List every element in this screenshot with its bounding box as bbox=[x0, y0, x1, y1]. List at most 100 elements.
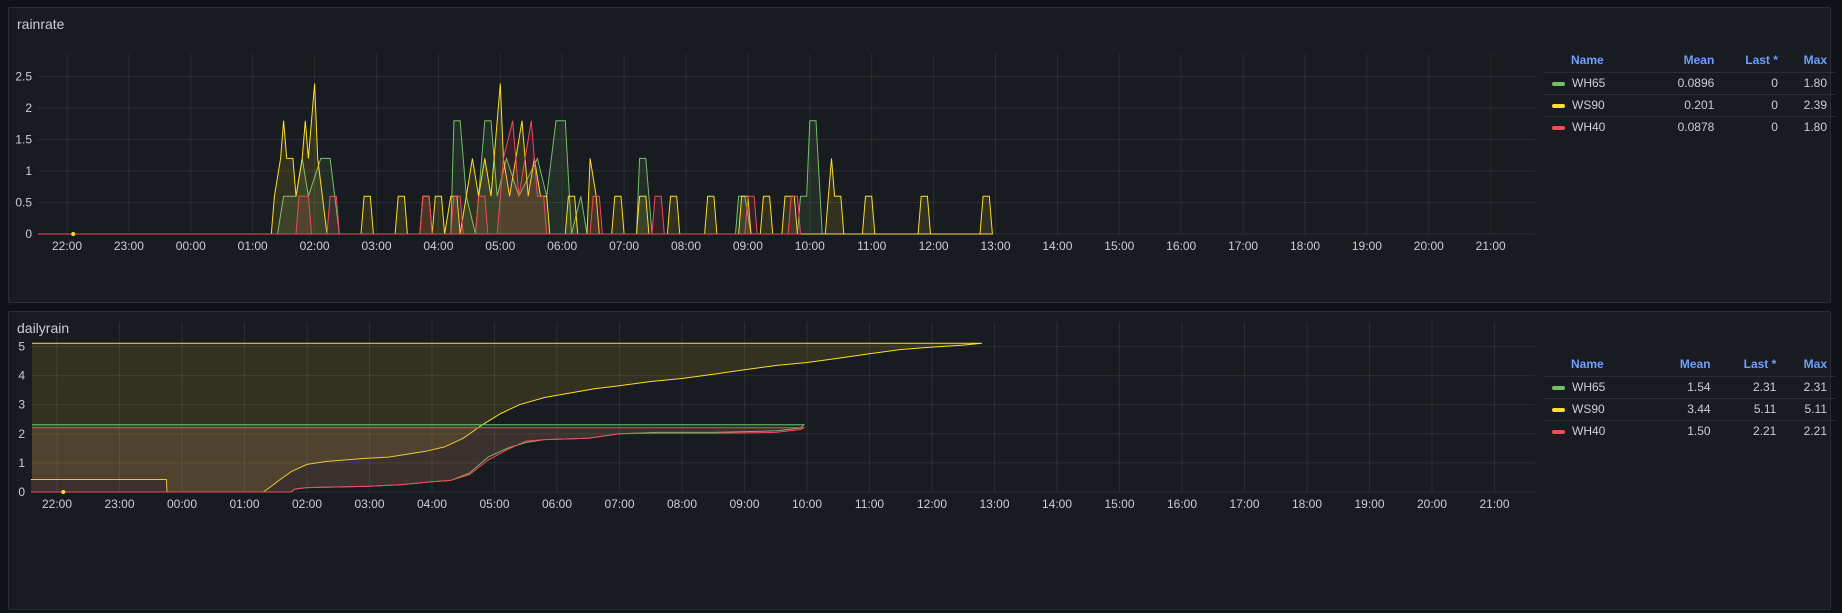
panel-title[interactable]: dailyrain bbox=[17, 320, 70, 336]
x-tick-label: 01:00 bbox=[238, 239, 268, 253]
legend-header-max[interactable]: Max bbox=[1803, 53, 1827, 67]
legend-row-wh65[interactable]: WH65 1.54 2.31 2.31 bbox=[1544, 376, 1835, 399]
legend-max: 2.39 bbox=[1785, 94, 1835, 117]
y-tick-label: 0 bbox=[18, 485, 25, 499]
series-area-wh65 bbox=[31, 424, 804, 492]
x-tick-label: 09:00 bbox=[733, 239, 763, 253]
x-tick-label: 16:00 bbox=[1167, 497, 1197, 511]
x-tick-label: 12:00 bbox=[919, 239, 949, 253]
rainrate-panel: rainrate 0 0.5 1 1.5 2 2.5 22:00 23:00 00:00 01:0… bbox=[8, 7, 1835, 304]
x-tick-label: 22:00 bbox=[42, 497, 72, 511]
panel-title[interactable]: rainrate bbox=[17, 16, 65, 32]
x-tick-label: 11:00 bbox=[855, 497, 884, 511]
y-tick-label: 3 bbox=[18, 398, 25, 412]
rainrate-chart[interactable]: 0 0.5 1 1.5 2 2.5 22:00 23:00 00:00 01:00 02:00 03:… bbox=[9, 8, 1544, 304]
y-tick-label: 2 bbox=[25, 101, 32, 115]
x-tick-label: 04:00 bbox=[423, 239, 453, 253]
series-group bbox=[36, 83, 993, 235]
x-tick-label: 05:00 bbox=[479, 497, 509, 511]
x-tick-label: 08:00 bbox=[667, 497, 697, 511]
rainrate-legend: Name Mean Last * Max WH65 0.0896 0 1.80 … bbox=[1544, 50, 1835, 138]
y-tick-label: 0.5 bbox=[15, 196, 32, 210]
series-line-wh40[interactable] bbox=[36, 120, 802, 235]
legend-row-ws90[interactable]: WS90 3.44 5.11 5.11 bbox=[1544, 398, 1835, 421]
legend-max: 1.80 bbox=[1785, 116, 1835, 138]
series-area-wh65 bbox=[38, 120, 823, 234]
series-color-swatch bbox=[1552, 103, 1565, 108]
legend-mean: 3.44 bbox=[1656, 398, 1719, 421]
x-tick-label: 23:00 bbox=[114, 239, 144, 253]
dailyrain-chart[interactable]: 0 1 2 3 4 5 22:00 23:00 00:00 01:00 02:00 03:00 04:0… bbox=[9, 312, 1544, 611]
x-tick-label: 13:00 bbox=[980, 239, 1010, 253]
dailyrain-legend: Name Mean Last * Max WH65 1.54 2.31 2.31… bbox=[1544, 354, 1835, 442]
y-tick-label: 1.5 bbox=[15, 133, 32, 147]
x-tick-label: 20:00 bbox=[1417, 497, 1447, 511]
legend-max: 2.31 bbox=[1784, 376, 1835, 399]
x-tick-label: 07:00 bbox=[609, 239, 639, 253]
x-tick-label: 19:00 bbox=[1352, 239, 1382, 253]
x-tick-label: 13:00 bbox=[979, 497, 1009, 511]
legend-header-last[interactable]: Last * bbox=[1745, 53, 1778, 67]
legend-series-name: WS90 bbox=[1572, 402, 1605, 416]
y-tick-label: 2.5 bbox=[15, 70, 32, 84]
x-tick-label: 18:00 bbox=[1290, 239, 1320, 253]
legend-header-last[interactable]: Last * bbox=[1743, 357, 1777, 371]
legend-header-name[interactable]: Name bbox=[1571, 357, 1604, 371]
x-tick-label: 09:00 bbox=[729, 497, 759, 511]
legend-header-max[interactable]: Max bbox=[1803, 357, 1827, 371]
x-tick-label: 16:00 bbox=[1166, 239, 1196, 253]
x-tick-label: 06:00 bbox=[547, 239, 577, 253]
legend-last: 0 bbox=[1722, 94, 1786, 117]
legend-header-mean[interactable]: Mean bbox=[1679, 357, 1711, 371]
x-tick-label: 22:00 bbox=[52, 239, 82, 253]
legend-last: 0 bbox=[1722, 72, 1786, 95]
x-tick-label: 03:00 bbox=[361, 239, 391, 253]
x-tick-label: 02:00 bbox=[292, 497, 322, 511]
series-line-wh40[interactable] bbox=[13, 427, 806, 493]
legend-series-name: WS90 bbox=[1572, 98, 1605, 112]
x-tick-label: 18:00 bbox=[1292, 497, 1322, 511]
legend-series-name: WH40 bbox=[1572, 120, 1606, 134]
legend-mean: 0.0896 bbox=[1652, 72, 1723, 95]
dailyrain-panel: dailyrain 0 1 2 3 4 5 22:00 23:00 00:00 01:00 02:0… bbox=[8, 311, 1835, 611]
x-tick-label: 00:00 bbox=[176, 239, 206, 253]
x-tick-label: 08:00 bbox=[671, 239, 701, 253]
legend-row-wh40[interactable]: WH40 0.0878 0 1.80 bbox=[1544, 116, 1835, 138]
x-tick-label: 21:00 bbox=[1476, 239, 1506, 253]
x-tick-label: 21:00 bbox=[1479, 497, 1509, 511]
x-tick-label: 02:00 bbox=[300, 239, 330, 253]
legend-row-wh65[interactable]: WH65 0.0896 0 1.80 bbox=[1544, 72, 1835, 95]
annotation-marker[interactable] bbox=[61, 490, 66, 494]
x-tick-label: 06:00 bbox=[542, 497, 572, 511]
y-tick-label: 4 bbox=[18, 369, 25, 383]
x-tick-label: 07:00 bbox=[604, 497, 634, 511]
x-tick-label: 05:00 bbox=[485, 239, 515, 253]
x-tick-label: 11:00 bbox=[857, 239, 886, 253]
x-tick-label: 23:00 bbox=[104, 497, 134, 511]
x-tick-label: 14:00 bbox=[1042, 239, 1072, 253]
series-area-ws90 bbox=[38, 83, 993, 234]
series-line-ws90[interactable] bbox=[36, 83, 993, 235]
legend-header-name[interactable]: Name bbox=[1571, 53, 1604, 67]
legend-row-wh40[interactable]: WH40 1.50 2.21 2.21 bbox=[1544, 420, 1835, 442]
x-tick-label: 15:00 bbox=[1104, 239, 1134, 253]
annotation-marker[interactable] bbox=[71, 232, 76, 236]
legend-last: 2.21 bbox=[1718, 420, 1785, 442]
legend-last: 0 bbox=[1722, 116, 1786, 138]
legend-row-ws90[interactable]: WS90 0.201 0 2.39 bbox=[1544, 94, 1835, 117]
x-tick-label: 10:00 bbox=[795, 239, 825, 253]
series-area-ws90 bbox=[31, 343, 982, 492]
legend-max: 2.21 bbox=[1784, 420, 1835, 442]
y-tick-label: 0 bbox=[25, 227, 32, 241]
legend-max: 1.80 bbox=[1785, 72, 1835, 95]
legend-mean: 0.201 bbox=[1652, 94, 1723, 117]
legend-last: 5.11 bbox=[1718, 398, 1785, 421]
x-tick-label: 12:00 bbox=[917, 497, 947, 511]
legend-max: 5.11 bbox=[1784, 398, 1835, 421]
y-tick-label: 1 bbox=[25, 164, 32, 178]
series-line-ws90[interactable] bbox=[13, 342, 983, 493]
x-tick-label: 00:00 bbox=[167, 497, 197, 511]
legend-series-name: WH65 bbox=[1572, 76, 1606, 90]
legend-header-mean[interactable]: Mean bbox=[1683, 53, 1715, 67]
legend-last: 2.31 bbox=[1718, 376, 1785, 399]
